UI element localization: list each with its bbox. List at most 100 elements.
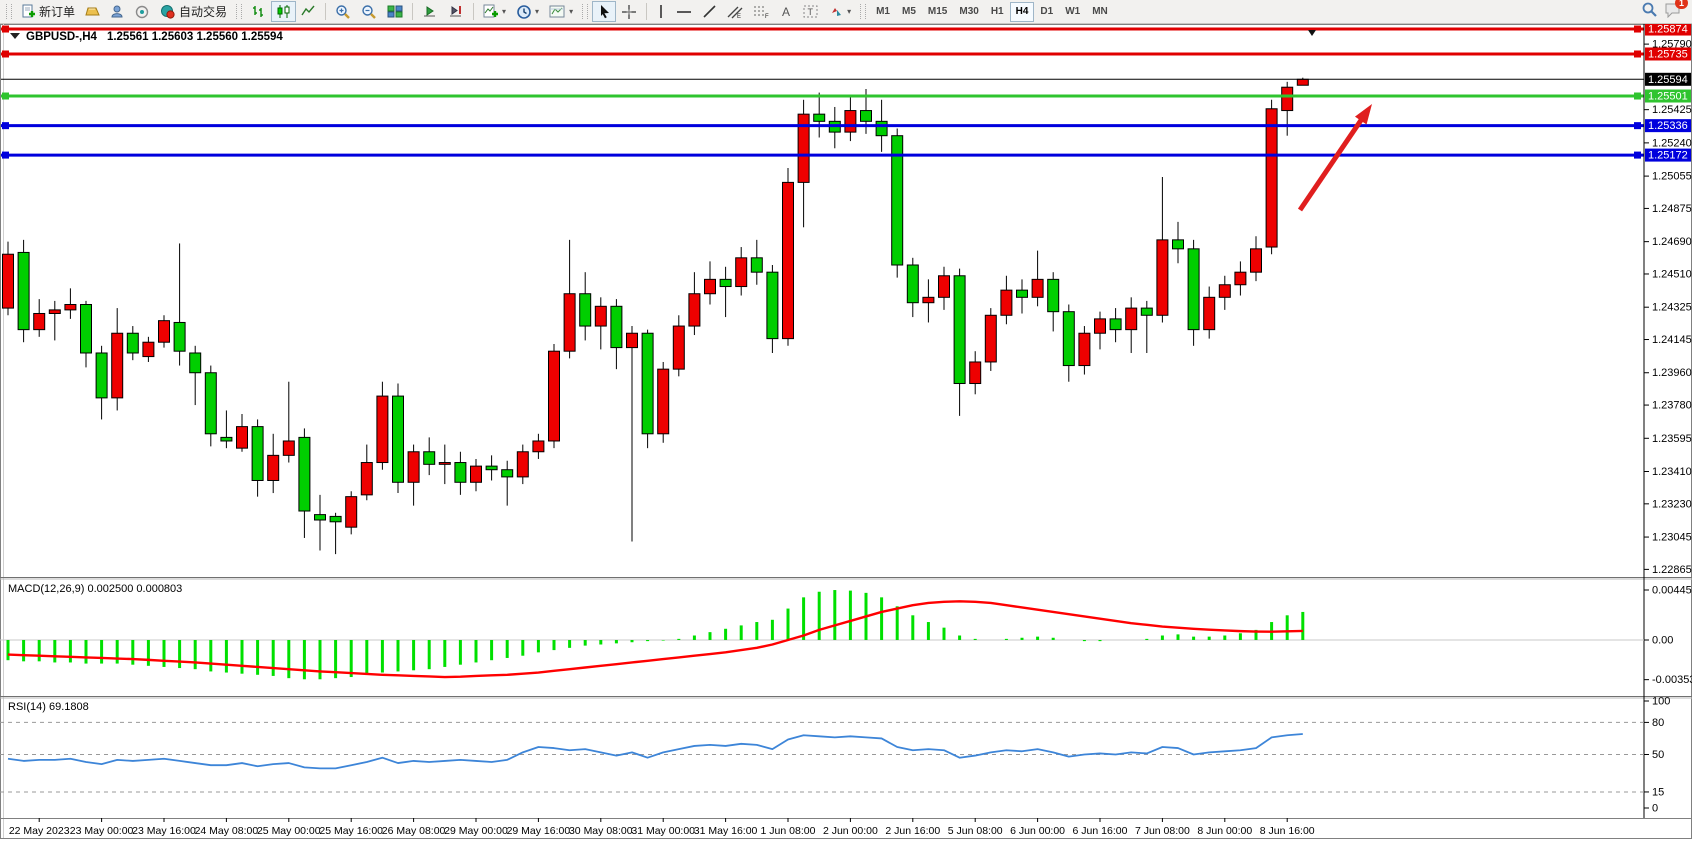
search-icon[interactable]	[1641, 1, 1658, 23]
text-label-icon: T	[803, 4, 819, 19]
bear-candle	[1172, 239, 1184, 250]
history-center-button[interactable]	[80, 1, 105, 22]
bull-candle	[532, 440, 545, 453]
line-handle[interactable]	[1634, 50, 1641, 58]
toolbar-grip[interactable]	[860, 4, 867, 19]
price-label-1.25594: 1.25594	[1645, 72, 1691, 86]
bull-candle	[376, 395, 389, 464]
line-handle[interactable]	[1634, 122, 1641, 130]
timeframe-m15[interactable]: M15	[922, 2, 953, 22]
line-handle[interactable]	[2, 50, 9, 58]
macd-indicator-pane: 0.004454 0.00 -0.003533 MACD(12,26,9) 0.002…	[0, 583, 1692, 686]
line-handle[interactable]	[2, 25, 9, 33]
line-handle[interactable]	[1634, 25, 1641, 33]
bear-candle	[220, 436, 233, 442]
toolbar-grip[interactable]	[236, 4, 243, 19]
line-handle[interactable]	[1634, 151, 1641, 159]
line-handle[interactable]	[1634, 92, 1641, 100]
green-level-line[interactable]	[1, 92, 1644, 100]
price-label-1.25735: 1.25735	[1645, 47, 1691, 61]
trendline-tool-button[interactable]	[697, 1, 722, 22]
support-line-1[interactable]	[1, 122, 1644, 130]
resistance-line-2[interactable]	[1, 50, 1644, 58]
bull-candle	[1218, 284, 1231, 298]
periods-button[interactable]: ▾	[511, 1, 544, 22]
date-label: 25 May 00:00	[257, 825, 321, 837]
date-label: 29 May 00:00	[444, 825, 508, 837]
candlestick-icon	[276, 4, 291, 19]
date-label: 24 May 08:00	[195, 825, 259, 837]
date-label: 23 May 00:00	[70, 825, 134, 837]
bull-candle	[844, 110, 857, 133]
new-order-button[interactable]: 新订单	[16, 1, 80, 22]
fibonacci-tool-button[interactable]: F	[748, 1, 775, 22]
chart-window[interactable]: 1.25790 1.25425 1.25240 1.25055 1.24875 1.246…	[0, 22, 1692, 839]
bull-candle	[407, 451, 420, 483]
svg-text:1.25501: 1.25501	[1648, 91, 1688, 103]
timeframe-h1[interactable]: H1	[985, 2, 1010, 22]
notifications-chat-icon[interactable]: 1	[1664, 0, 1688, 23]
profiles-button[interactable]	[105, 1, 130, 22]
toolbar-grip[interactable]	[6, 4, 12, 19]
bear-candle	[251, 426, 264, 481]
auto-scroll-button[interactable]	[417, 1, 443, 22]
tile-windows-button[interactable]	[382, 1, 408, 22]
gold-bar-icon	[85, 4, 100, 19]
bull-candle	[2, 253, 14, 309]
arrows-tool-button[interactable]: ▾	[824, 1, 856, 22]
line-chart-mode-button[interactable]	[296, 1, 321, 22]
line-handle[interactable]	[2, 151, 9, 159]
trend-arrow-annotation[interactable]	[1297, 104, 1372, 212]
template-icon	[549, 4, 566, 19]
timeframe-m5[interactable]: M5	[896, 2, 922, 22]
resistance-line-1[interactable]	[1, 25, 1644, 33]
bar-chart-mode-button[interactable]	[246, 1, 271, 22]
candlestick-mode-button[interactable]	[271, 1, 297, 22]
timeframe-m1[interactable]: M1	[870, 2, 896, 22]
price-tick-label: 1.25425	[1652, 104, 1692, 116]
date-label: 8 Jun 00:00	[1197, 825, 1252, 837]
toolbar: 新订单 自动交易 ▾ ▾	[0, 0, 1692, 24]
toolbar-grip[interactable]	[582, 4, 589, 19]
line-handle[interactable]	[2, 92, 9, 100]
date-label: 8 Jun 16:00	[1260, 825, 1315, 837]
templates-button[interactable]: ▾	[544, 1, 578, 22]
channel-tool-button[interactable]: E	[722, 1, 748, 22]
zoom-in-button[interactable]	[330, 1, 356, 22]
signals-button[interactable]	[130, 1, 155, 22]
bear-candle	[1047, 278, 1060, 313]
bull-candle	[1265, 108, 1278, 248]
crosshair-icon	[621, 4, 637, 20]
symbol-dropdown-icon[interactable]	[10, 33, 20, 39]
horizontal-line-tool-button[interactable]	[671, 1, 697, 22]
timeframe-w1[interactable]: W1	[1059, 2, 1086, 22]
vertical-line-tool-button[interactable]	[651, 1, 671, 22]
bear-candle	[298, 436, 311, 512]
indicators-button[interactable]: ▾	[478, 1, 511, 22]
autotrading-button[interactable]: 自动交易	[155, 1, 232, 22]
svg-text:1.25594: 1.25594	[1648, 74, 1688, 86]
bull-candle	[1031, 278, 1044, 298]
new-order-icon	[21, 4, 36, 19]
zoom-out-icon	[361, 4, 377, 20]
text-label-tool-button[interactable]: T	[798, 1, 824, 22]
zoom-out-button[interactable]	[356, 1, 382, 22]
timeframe-h4[interactable]: H4	[1009, 1, 1035, 22]
line-handle[interactable]	[2, 122, 9, 130]
timeframe-mn[interactable]: MN	[1086, 2, 1114, 22]
chart-shift-button[interactable]	[443, 1, 469, 22]
support-line-2[interactable]	[1, 151, 1644, 159]
macd-label: MACD(12,26,9) 0.002500 0.000803	[8, 583, 182, 595]
bear-candle	[953, 275, 966, 385]
price-tick-label: 1.25240	[1652, 137, 1692, 149]
svg-text:GBPUSD-,H41.25561 1.25603 1.25: GBPUSD-,H4 1.25561 1.25603 1.25560 1.2559…	[26, 31, 283, 43]
cursor-tool-button[interactable]	[592, 1, 617, 22]
bull-candle	[1000, 289, 1013, 316]
crosshair-tool-button[interactable]	[616, 1, 642, 22]
text-tool-button[interactable]: A	[775, 1, 798, 22]
bull-candle	[282, 440, 295, 456]
timeframe-m30[interactable]: M30	[953, 2, 984, 22]
timeframe-d1[interactable]: D1	[1034, 2, 1059, 22]
price-label-1.25874: 1.25874	[1645, 22, 1691, 36]
